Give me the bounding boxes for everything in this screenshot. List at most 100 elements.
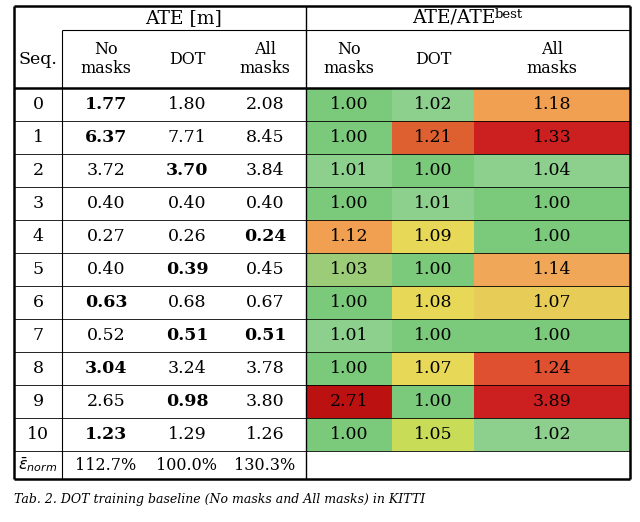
Bar xyxy=(392,220,474,253)
Bar xyxy=(392,352,474,385)
Text: 1.29: 1.29 xyxy=(168,426,206,443)
Text: 1.33: 1.33 xyxy=(532,129,572,146)
Text: 0: 0 xyxy=(33,96,44,113)
Text: 1.00: 1.00 xyxy=(532,327,572,344)
Bar xyxy=(392,418,474,451)
Bar xyxy=(474,154,630,187)
Text: 0.39: 0.39 xyxy=(166,261,208,278)
Text: 2: 2 xyxy=(33,162,44,179)
Text: 1.00: 1.00 xyxy=(413,327,452,344)
Text: 1.23: 1.23 xyxy=(85,426,127,443)
Text: 1.07: 1.07 xyxy=(532,294,572,311)
Bar xyxy=(392,319,474,352)
Text: 0.45: 0.45 xyxy=(246,261,284,278)
Text: Seq.: Seq. xyxy=(19,51,58,67)
Text: 0.63: 0.63 xyxy=(84,294,127,311)
Bar xyxy=(392,253,474,286)
Text: 0.68: 0.68 xyxy=(168,294,206,311)
Text: 0.51: 0.51 xyxy=(166,327,208,344)
Text: 1.00: 1.00 xyxy=(330,129,368,146)
Bar xyxy=(392,385,474,418)
Text: No
masks: No masks xyxy=(81,41,131,77)
Text: All
masks: All masks xyxy=(239,41,291,77)
Text: 1.01: 1.01 xyxy=(330,162,368,179)
Text: 8: 8 xyxy=(33,360,44,377)
Text: 1.00: 1.00 xyxy=(330,426,368,443)
Bar xyxy=(474,220,630,253)
Text: 1.26: 1.26 xyxy=(246,426,284,443)
Bar xyxy=(474,187,630,220)
Bar xyxy=(306,154,392,187)
Text: DOT: DOT xyxy=(415,51,451,67)
Text: 0.26: 0.26 xyxy=(168,228,206,245)
Text: 1.80: 1.80 xyxy=(168,96,206,113)
Bar xyxy=(392,88,474,121)
Text: 1.04: 1.04 xyxy=(532,162,572,179)
Text: 6.37: 6.37 xyxy=(85,129,127,146)
Bar xyxy=(474,385,630,418)
Text: ATE/ATE: ATE/ATE xyxy=(412,9,496,27)
Bar xyxy=(392,187,474,220)
Bar xyxy=(306,418,392,451)
Text: 9: 9 xyxy=(33,393,44,410)
Text: 1.14: 1.14 xyxy=(532,261,572,278)
Text: 1.24: 1.24 xyxy=(532,360,572,377)
Bar xyxy=(306,352,392,385)
Text: 0.52: 0.52 xyxy=(86,327,125,344)
Text: DOT: DOT xyxy=(169,51,205,67)
Bar xyxy=(306,385,392,418)
Text: Tab. 2. DOT training baseline (No masks and All masks) in KITTI: Tab. 2. DOT training baseline (No masks … xyxy=(14,493,425,506)
Text: 5: 5 xyxy=(33,261,44,278)
Text: 1.01: 1.01 xyxy=(330,327,368,344)
Text: 2.71: 2.71 xyxy=(330,393,369,410)
Text: 1.07: 1.07 xyxy=(413,360,452,377)
Text: 3.24: 3.24 xyxy=(168,360,206,377)
Text: 3.84: 3.84 xyxy=(246,162,284,179)
Text: 1.00: 1.00 xyxy=(532,195,572,212)
Text: 3: 3 xyxy=(33,195,44,212)
Bar xyxy=(474,319,630,352)
Text: 0.24: 0.24 xyxy=(244,228,286,245)
Bar xyxy=(306,319,392,352)
Text: 2.65: 2.65 xyxy=(86,393,125,410)
Text: No
masks: No masks xyxy=(323,41,374,77)
Text: 4: 4 xyxy=(33,228,44,245)
Text: 130.3%: 130.3% xyxy=(234,457,296,473)
Bar xyxy=(306,121,392,154)
Bar xyxy=(474,286,630,319)
Bar xyxy=(474,88,630,121)
Bar xyxy=(306,187,392,220)
Text: 1.00: 1.00 xyxy=(330,96,368,113)
Text: 1.00: 1.00 xyxy=(330,195,368,212)
Text: 0.67: 0.67 xyxy=(246,294,284,311)
Text: 10: 10 xyxy=(27,426,49,443)
Text: 1.21: 1.21 xyxy=(413,129,452,146)
Text: 1: 1 xyxy=(33,129,44,146)
Text: 6: 6 xyxy=(33,294,44,311)
Text: 1.02: 1.02 xyxy=(413,96,452,113)
Text: 3.78: 3.78 xyxy=(246,360,284,377)
Text: 1.00: 1.00 xyxy=(413,261,452,278)
Text: 1.00: 1.00 xyxy=(413,162,452,179)
Text: All
masks: All masks xyxy=(527,41,577,77)
Bar xyxy=(306,88,392,121)
Text: 1.03: 1.03 xyxy=(330,261,368,278)
Text: 1.77: 1.77 xyxy=(85,96,127,113)
Text: 1.02: 1.02 xyxy=(532,426,572,443)
Text: 1.18: 1.18 xyxy=(532,96,572,113)
Text: 1.09: 1.09 xyxy=(413,228,452,245)
Text: 3.70: 3.70 xyxy=(166,162,208,179)
Text: 0.98: 0.98 xyxy=(166,393,208,410)
Text: 3.04: 3.04 xyxy=(84,360,127,377)
Text: 1.00: 1.00 xyxy=(532,228,572,245)
Text: 0.40: 0.40 xyxy=(246,195,284,212)
Text: 3.89: 3.89 xyxy=(532,393,572,410)
Text: 0.40: 0.40 xyxy=(87,195,125,212)
Text: 1.00: 1.00 xyxy=(413,393,452,410)
Text: 100.0%: 100.0% xyxy=(157,457,218,473)
Bar xyxy=(392,286,474,319)
Bar xyxy=(474,253,630,286)
Text: 1.08: 1.08 xyxy=(413,294,452,311)
Bar xyxy=(306,220,392,253)
Text: 1.12: 1.12 xyxy=(330,228,368,245)
